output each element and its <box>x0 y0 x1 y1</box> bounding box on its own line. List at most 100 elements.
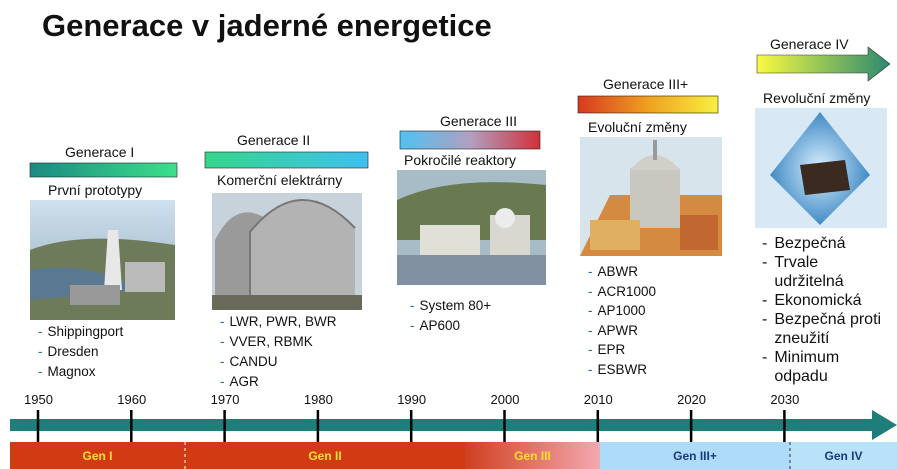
bullet: - <box>220 354 225 369</box>
item-text: Bezpečná proti zneužití <box>774 310 882 348</box>
list-item: -Magnox <box>38 362 123 382</box>
item-text: ESBWR <box>598 362 648 377</box>
item-text: Minimum odpadu <box>774 348 882 386</box>
list-item: -Trvale udržitelná <box>762 253 882 291</box>
item-text: ACR1000 <box>598 284 657 299</box>
item-text: LWR, PWR, BWR <box>230 314 337 329</box>
gen-label: Generace III+ <box>603 76 688 92</box>
gen-arrow <box>757 47 890 81</box>
bullet: - <box>220 334 225 349</box>
gen-bar <box>578 96 718 113</box>
list-item: -AP1000 <box>588 301 656 321</box>
band-label: Gen III+ <box>600 449 790 463</box>
item-text: ABWR <box>598 264 639 279</box>
photo-gen1 <box>30 200 175 320</box>
bullet: - <box>588 284 593 299</box>
year-label: 1990 <box>397 392 426 407</box>
year-label: 2020 <box>677 392 706 407</box>
bullet: - <box>762 253 767 291</box>
year-label: 1980 <box>304 392 333 407</box>
list-item: -AGR <box>220 372 337 392</box>
bullet: - <box>762 310 767 348</box>
item-text: AGR <box>230 374 259 389</box>
list-item: -ACR1000 <box>588 282 656 302</box>
gen-subtitle: Revoluční změny <box>763 90 870 106</box>
photo-gen3 <box>397 170 546 285</box>
gen-subtitle: Pokročilé reaktory <box>404 152 516 168</box>
gen-label: Generace III <box>440 113 517 129</box>
reactor-list: -System 80+-AP600 <box>410 296 491 336</box>
item-text: Magnox <box>48 364 96 379</box>
list-item: -Ekonomická <box>762 291 882 310</box>
reactor-list: -LWR, PWR, BWR-VVER, RBMK-CANDU-AGR <box>220 312 337 392</box>
list-item: -CANDU <box>220 352 337 372</box>
item-text: Trvale udržitelná <box>774 253 882 291</box>
bullet: - <box>410 298 415 313</box>
list-item: -ABWR <box>588 262 656 282</box>
gen-label: Generace I <box>65 144 134 160</box>
list-item: -LWR, PWR, BWR <box>220 312 337 332</box>
bullet: - <box>588 323 593 338</box>
page: Generace v jaderné energetice Generace I… <box>0 0 897 469</box>
gen-subtitle: Komerční elektrárny <box>217 172 342 188</box>
bullet: - <box>410 318 415 333</box>
gen-bar <box>205 152 368 168</box>
bullet: - <box>762 234 767 253</box>
bullet: - <box>38 364 43 379</box>
gen-bar <box>400 131 540 149</box>
item-text: Bezpečná <box>774 234 845 253</box>
band-label: Gen IV <box>790 449 897 463</box>
item-text: EPR <box>598 342 626 357</box>
list-item: -ESBWR <box>588 360 656 380</box>
list-item: -System 80+ <box>410 296 491 316</box>
bullet: - <box>762 291 767 310</box>
gen-bar <box>30 163 177 177</box>
year-label: 1970 <box>211 392 240 407</box>
render-gen3plus <box>580 137 722 256</box>
list-item: -VVER, RBMK <box>220 332 337 352</box>
year-label: 1960 <box>117 392 146 407</box>
year-label: 2030 <box>770 392 799 407</box>
band-label: Gen I <box>10 449 185 463</box>
bullet: - <box>588 264 593 279</box>
reactor-list: -ABWR-ACR1000-AP1000-APWR-EPR-ESBWR <box>588 262 656 379</box>
list-item: -Bezpečná proti zneužití <box>762 310 882 348</box>
gen-subtitle: Evoluční změny <box>588 119 687 135</box>
item-text: CANDU <box>230 354 278 369</box>
list-item: -AP600 <box>410 316 491 336</box>
bullet: - <box>38 324 43 339</box>
bullet: - <box>588 303 593 318</box>
list-item: -Shippingport <box>38 322 123 342</box>
band-label: Gen III <box>465 449 600 463</box>
list-item: -EPR <box>588 340 656 360</box>
item-text: Dresden <box>48 344 99 359</box>
item-text: Ekonomická <box>774 291 861 310</box>
bullet: - <box>220 314 225 329</box>
list-item: -Dresden <box>38 342 123 362</box>
bullet: - <box>38 344 43 359</box>
title: Generace v jaderné energetice <box>42 8 492 44</box>
band-label: Gen II <box>185 449 465 463</box>
timeline-arrow <box>10 410 897 440</box>
year-label: 2010 <box>584 392 613 407</box>
item-text: System 80+ <box>420 298 492 313</box>
crystal-gen4 <box>755 108 887 228</box>
reactor-list: -Shippingport-Dresden-Magnox <box>38 322 123 382</box>
bullet: - <box>762 348 767 386</box>
list-item: -Minimum odpadu <box>762 348 882 386</box>
item-text: AP600 <box>420 318 461 333</box>
bullet: - <box>588 362 593 377</box>
year-label: 2000 <box>491 392 520 407</box>
item-text: Shippingport <box>48 324 124 339</box>
gen-label: Generace II <box>237 132 310 148</box>
item-text: VVER, RBMK <box>230 334 313 349</box>
gen-subtitle: První prototypy <box>48 182 142 198</box>
photo-gen2 <box>212 193 362 310</box>
item-text: AP1000 <box>598 303 646 318</box>
list-item: -Bezpečná <box>762 234 882 253</box>
bullet: - <box>220 374 225 389</box>
year-label: 1950 <box>24 392 53 407</box>
gen-label: Generace IV <box>770 36 849 52</box>
list-item: -APWR <box>588 321 656 341</box>
item-text: APWR <box>598 323 639 338</box>
